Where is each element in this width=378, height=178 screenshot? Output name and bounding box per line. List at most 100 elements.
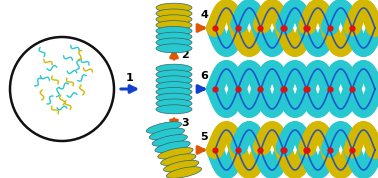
Ellipse shape [337, 95, 355, 113]
Ellipse shape [359, 35, 378, 53]
Ellipse shape [308, 161, 326, 178]
Ellipse shape [313, 36, 331, 54]
Ellipse shape [339, 129, 356, 147]
Ellipse shape [237, 123, 255, 141]
Ellipse shape [288, 38, 307, 56]
Ellipse shape [216, 38, 234, 56]
Ellipse shape [245, 35, 263, 53]
Ellipse shape [288, 61, 307, 79]
Ellipse shape [258, 95, 276, 113]
Ellipse shape [334, 0, 352, 18]
Ellipse shape [246, 6, 264, 24]
Ellipse shape [337, 126, 355, 144]
Ellipse shape [264, 161, 282, 178]
Ellipse shape [288, 160, 307, 178]
Ellipse shape [347, 10, 365, 28]
Ellipse shape [339, 92, 356, 110]
Text: 6: 6 [200, 71, 208, 81]
Ellipse shape [264, 0, 282, 17]
Ellipse shape [358, 62, 376, 80]
Ellipse shape [225, 150, 243, 168]
Ellipse shape [237, 62, 255, 80]
Ellipse shape [238, 38, 256, 56]
Ellipse shape [279, 91, 297, 109]
Ellipse shape [253, 77, 271, 95]
Ellipse shape [364, 23, 378, 41]
Ellipse shape [259, 2, 277, 20]
Ellipse shape [217, 0, 235, 17]
Ellipse shape [339, 68, 356, 86]
Ellipse shape [249, 86, 268, 104]
Ellipse shape [325, 128, 344, 146]
Ellipse shape [310, 100, 327, 118]
Ellipse shape [251, 18, 269, 36]
Ellipse shape [329, 122, 347, 141]
Ellipse shape [258, 34, 276, 52]
Ellipse shape [342, 76, 360, 94]
Ellipse shape [149, 128, 184, 140]
Ellipse shape [246, 67, 264, 85]
Ellipse shape [211, 31, 229, 49]
Ellipse shape [249, 13, 268, 31]
Ellipse shape [355, 39, 373, 57]
Ellipse shape [303, 33, 321, 51]
Ellipse shape [361, 129, 378, 147]
Ellipse shape [248, 131, 266, 149]
Ellipse shape [276, 143, 293, 161]
Ellipse shape [245, 3, 263, 21]
Ellipse shape [254, 134, 273, 151]
Ellipse shape [248, 151, 266, 169]
Ellipse shape [343, 18, 361, 36]
Ellipse shape [161, 154, 196, 165]
Ellipse shape [243, 122, 261, 141]
Ellipse shape [298, 143, 316, 161]
Ellipse shape [261, 61, 279, 79]
Ellipse shape [298, 21, 316, 39]
Ellipse shape [264, 121, 282, 139]
Ellipse shape [280, 66, 298, 84]
Ellipse shape [212, 35, 231, 53]
Ellipse shape [321, 79, 339, 97]
Ellipse shape [274, 143, 292, 161]
Ellipse shape [316, 69, 334, 87]
Ellipse shape [240, 39, 258, 57]
Ellipse shape [306, 99, 324, 117]
Ellipse shape [343, 81, 361, 99]
Ellipse shape [156, 15, 192, 24]
Ellipse shape [230, 145, 248, 163]
Ellipse shape [329, 159, 347, 177]
Ellipse shape [305, 36, 322, 54]
Ellipse shape [156, 26, 192, 35]
Ellipse shape [235, 4, 253, 22]
Ellipse shape [156, 44, 192, 53]
Ellipse shape [214, 159, 232, 177]
Ellipse shape [337, 34, 355, 52]
Ellipse shape [314, 34, 332, 52]
Ellipse shape [156, 64, 192, 73]
Ellipse shape [235, 126, 253, 144]
Ellipse shape [298, 139, 316, 157]
Ellipse shape [327, 96, 345, 114]
Ellipse shape [230, 84, 248, 102]
Ellipse shape [214, 37, 232, 55]
Ellipse shape [206, 19, 224, 37]
Ellipse shape [211, 92, 229, 110]
Ellipse shape [232, 149, 250, 167]
Ellipse shape [271, 151, 289, 169]
Ellipse shape [342, 23, 360, 41]
Ellipse shape [166, 167, 201, 178]
Ellipse shape [337, 4, 355, 22]
Ellipse shape [352, 37, 369, 55]
Ellipse shape [319, 138, 337, 156]
Ellipse shape [254, 148, 273, 166]
Ellipse shape [259, 124, 277, 142]
Ellipse shape [329, 1, 347, 19]
Ellipse shape [156, 105, 192, 114]
Ellipse shape [300, 74, 318, 92]
Ellipse shape [208, 84, 226, 102]
Ellipse shape [303, 94, 321, 112]
Ellipse shape [222, 64, 240, 82]
Ellipse shape [340, 133, 358, 151]
Ellipse shape [276, 138, 293, 156]
Ellipse shape [224, 154, 242, 172]
